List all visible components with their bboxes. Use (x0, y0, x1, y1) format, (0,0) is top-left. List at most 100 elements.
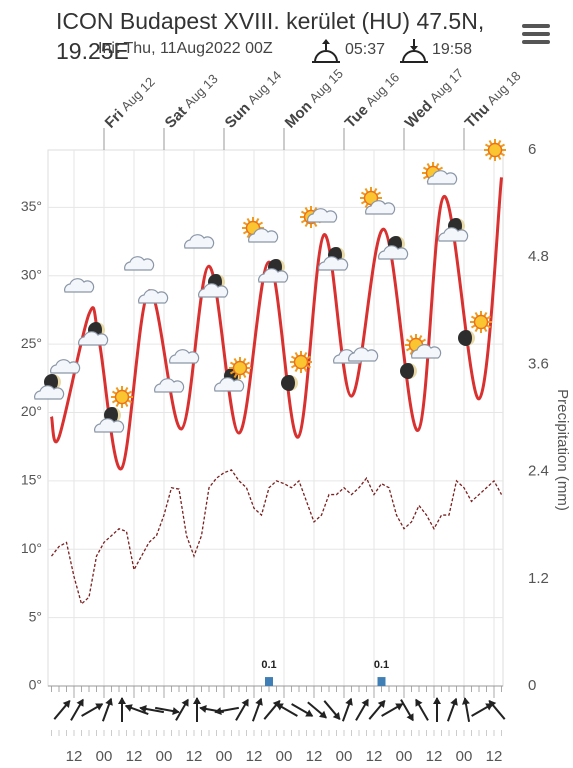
sun-ray (500, 143, 506, 148)
wind-arrow (155, 706, 180, 715)
menu-button[interactable] (522, 24, 550, 48)
wind-head (76, 698, 84, 707)
y2-tick-label: 1.2 (528, 570, 549, 587)
wind-head (319, 710, 327, 719)
cloud-shape (169, 349, 200, 364)
cloud-icon (124, 256, 155, 271)
cloud-shape (34, 385, 65, 400)
wind-head (124, 704, 133, 712)
x-tick-label: 12 (366, 748, 383, 765)
sun-ray (245, 370, 251, 375)
y-tick-label: 10° (21, 540, 42, 556)
day-name: Wed (402, 97, 436, 131)
x-tick-label: 00 (156, 748, 173, 765)
y-tick-label: 35° (21, 198, 42, 214)
sun-ray (242, 221, 248, 226)
x-tick-label: 12 (246, 748, 263, 765)
sun-ray (426, 162, 431, 168)
y2-tick-label: 3.6 (528, 355, 549, 372)
sun-ray (500, 152, 506, 157)
cloud-icon (378, 245, 409, 260)
title: ICON Budapest XVIII. kerület (HU) 47.5N,… (56, 8, 485, 64)
y-tick-label: 25° (21, 335, 42, 351)
cloud-icon (427, 170, 458, 185)
sun-ray (373, 187, 378, 193)
sun-ray (111, 399, 117, 404)
sun-ray (127, 399, 133, 404)
sun-disc (487, 142, 503, 158)
x-tick-label: 12 (66, 748, 83, 765)
precip-label: 0.1 (261, 659, 276, 671)
cloud-shape (78, 331, 109, 346)
wind-head (139, 705, 147, 713)
sun-ray (233, 357, 238, 363)
wind-arrow (53, 700, 71, 720)
sun-ray (304, 222, 309, 228)
sun-ray (115, 402, 120, 408)
cloud-shape (94, 418, 125, 433)
cloud-icon (138, 289, 169, 304)
wind-head (433, 697, 441, 704)
y-tick-label: 5° (29, 608, 42, 624)
x-tick-label: 00 (336, 748, 353, 765)
sunset-icon (400, 39, 428, 63)
cloud-icon (348, 347, 379, 362)
sun-ray (290, 355, 296, 360)
sun-ray (483, 311, 488, 317)
sun-ray (233, 373, 238, 379)
cloud-shape (348, 347, 379, 362)
wind-arrow (124, 704, 149, 716)
moon-lit (409, 363, 417, 379)
sun-ray (304, 206, 309, 212)
sun-ray (470, 324, 476, 329)
wind-arrow (355, 698, 369, 721)
day-date: Aug 17 (427, 66, 467, 106)
cloud-icon (214, 377, 245, 392)
sun-disc (232, 360, 248, 376)
cloud-shape (248, 228, 279, 243)
sun-ray (255, 217, 260, 223)
sun-ray (303, 351, 308, 357)
sun-ray (246, 233, 251, 239)
moon-icon (458, 330, 475, 346)
sun-ray (405, 347, 411, 352)
wind-head (415, 698, 423, 707)
moon-icon (400, 363, 417, 379)
wind-arrow (307, 701, 327, 719)
cloud-icon (411, 344, 442, 359)
x-tick-label: 00 (216, 748, 233, 765)
wind-head (172, 707, 180, 715)
cloud-icon (64, 278, 95, 293)
day-label: FriAug 12 (102, 74, 160, 132)
wind-arrow (462, 697, 471, 722)
sun-ray (300, 219, 306, 224)
cloud-shape (258, 268, 289, 283)
sun-icon (484, 139, 506, 161)
day-label: SatAug 13 (162, 71, 222, 131)
sun-ray (115, 386, 120, 392)
cloud-icon (94, 418, 125, 433)
moon-lit (113, 407, 121, 423)
day-date: Aug 14 (245, 68, 285, 108)
wind-arrow (291, 703, 314, 717)
sunrise-time: 05:37 (345, 41, 385, 58)
sun-ray (242, 230, 248, 235)
cloud-icon (248, 228, 279, 243)
sun-ray (376, 191, 382, 196)
x-tick-label: 12 (426, 748, 443, 765)
sun-ray (229, 361, 235, 366)
wind-head (361, 698, 369, 707)
cloud-icon (365, 200, 396, 215)
sun-ray (497, 139, 502, 145)
x-tick-label: 12 (126, 748, 143, 765)
cloud-shape (154, 378, 185, 393)
wind-arrow (214, 706, 239, 715)
wind-head (406, 713, 414, 722)
x-tick-label: 12 (186, 748, 203, 765)
wind-head (255, 697, 263, 706)
day-date: Aug 16 (363, 70, 403, 110)
moon-disc (281, 375, 297, 391)
cloud-icon (438, 227, 469, 242)
y2-tick-label: 0 (528, 677, 536, 694)
wind-head (450, 697, 458, 706)
